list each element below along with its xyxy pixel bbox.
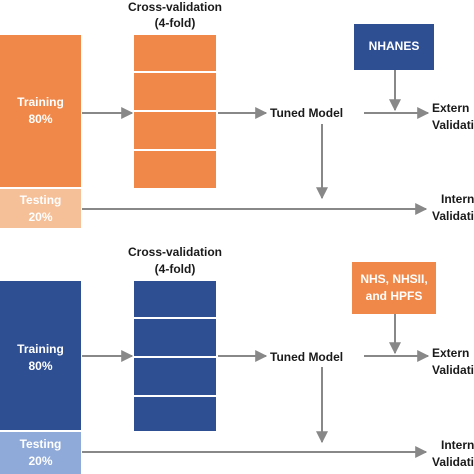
bottom-testing-pct: 20%: [28, 454, 53, 468]
top-internal-label: Intern: [441, 192, 474, 206]
top-external-label: Validati: [432, 118, 474, 132]
top-external-source-box: NHANES: [354, 24, 434, 70]
top-cv-title: Cross-validation: [127, 0, 223, 14]
bottom-external-source-box: NHS, NHSII, and HPFS: [352, 262, 436, 314]
bottom-cv-folds: [134, 281, 216, 431]
bottom-internal-label: Intern: [441, 438, 474, 452]
bottom-training-label: Training: [17, 342, 64, 356]
top-fold-divider: [134, 149, 216, 151]
top-training-pct: 80%: [28, 112, 53, 126]
top-tuned-model: Tuned Model: [270, 106, 344, 120]
bottom-external-label: Extern: [432, 346, 470, 360]
top-cv-folds: [134, 35, 216, 188]
bottom-external-source-line: NHS, NHSII,: [360, 272, 428, 286]
bottom-training-block: [0, 281, 81, 430]
top-cv-subtitle: (4-fold): [154, 16, 196, 30]
bottom-fold-divider: [134, 317, 216, 319]
bottom-tuned-model: Tuned Model: [270, 350, 344, 364]
bottom-testing-label: Testing: [19, 437, 62, 451]
bottom-external-source-line: and HPFS: [365, 289, 423, 303]
bottom-internal-label: Validati: [432, 455, 474, 469]
top-internal-label: Validati: [432, 209, 474, 223]
bottom-cv-title: Cross-validation: [127, 245, 223, 259]
bottom-external-label: Validati: [432, 363, 474, 377]
top-fold-divider: [134, 110, 216, 112]
bottom-cv-subtitle: (4-fold): [154, 262, 196, 276]
bottom-fold-divider: [134, 356, 216, 358]
bottom-testing-block: [0, 432, 81, 474]
top-testing-label: Testing: [19, 193, 62, 207]
top-external-source-line: NHANES: [368, 39, 420, 53]
top-fold-divider: [134, 71, 216, 73]
bottom-fold-divider: [134, 395, 216, 397]
top-testing-pct: 20%: [28, 210, 53, 224]
top-training-label: Training: [17, 95, 64, 109]
bottom-training-pct: 80%: [28, 359, 53, 373]
top-testing-block: [0, 189, 81, 228]
top-training-block: [0, 35, 81, 187]
top-external-label: Extern: [432, 101, 470, 115]
